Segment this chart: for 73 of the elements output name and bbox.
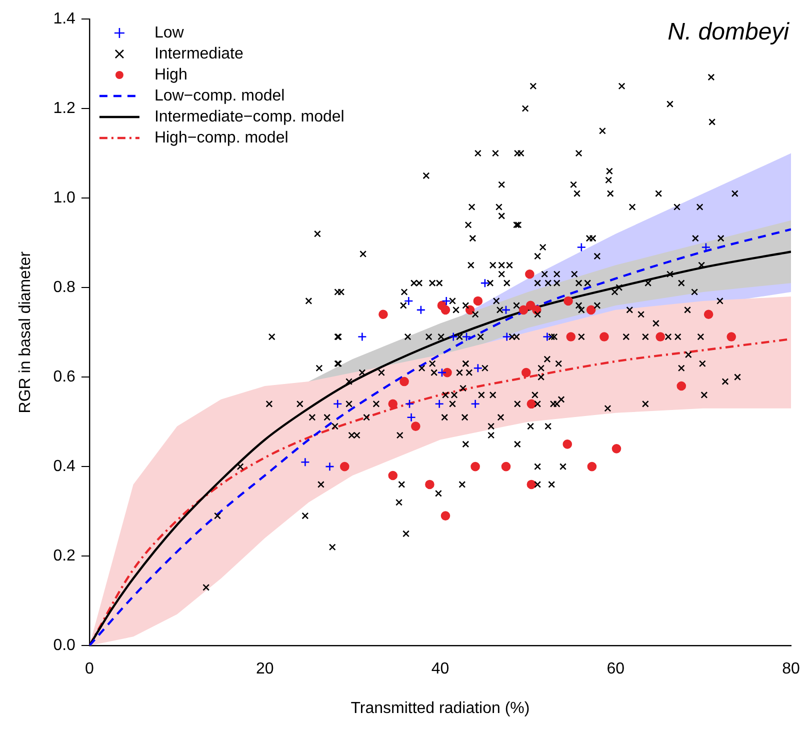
- point: [480, 278, 490, 288]
- y-axis-title: RGR in basal diameter: [17, 250, 34, 414]
- point: [404, 399, 414, 409]
- y-tick-label: 1.0: [53, 189, 76, 206]
- point: [542, 332, 552, 342]
- legend-label: High−comp. model: [154, 129, 288, 146]
- point: [676, 381, 686, 391]
- point: [612, 444, 622, 454]
- y-tick-label: 0.8: [53, 278, 76, 296]
- point: [378, 310, 388, 320]
- point: [526, 399, 536, 409]
- point: [425, 480, 434, 490]
- point: [440, 305, 450, 315]
- point: [600, 332, 609, 342]
- chart-title: N. dombeyi: [668, 18, 790, 46]
- point: [358, 332, 367, 342]
- legend-label: Low−comp. model: [154, 87, 285, 104]
- point: [576, 242, 586, 252]
- point: [388, 399, 398, 409]
- point: [656, 332, 665, 342]
- point: [473, 363, 483, 373]
- point: [501, 462, 511, 472]
- point: [448, 332, 458, 342]
- point: [442, 368, 452, 378]
- x-tick-label: 20: [256, 660, 274, 678]
- point: [437, 368, 447, 378]
- point: [526, 480, 536, 490]
- point: [726, 332, 736, 342]
- point: [502, 332, 512, 342]
- point: [440, 511, 450, 520]
- x-axis-title: Transmitted radiation (%): [350, 700, 530, 717]
- legend-label: Low: [154, 24, 184, 42]
- point: [332, 399, 342, 409]
- point: [442, 296, 452, 306]
- point: [704, 310, 714, 320]
- y-tick-label: 0.0: [53, 637, 76, 654]
- point: [525, 269, 534, 279]
- point: [406, 412, 416, 422]
- legend-label: Intermediate: [154, 45, 244, 62]
- point: [470, 399, 480, 409]
- point: [470, 462, 480, 472]
- point: [526, 300, 536, 310]
- point: [473, 296, 483, 306]
- point: [434, 399, 444, 409]
- point: [562, 440, 572, 449]
- point: [587, 462, 597, 472]
- point: [404, 296, 414, 306]
- point: [325, 462, 334, 472]
- y-tick-label: 0.6: [53, 368, 76, 386]
- point: [586, 305, 596, 315]
- point: [566, 332, 576, 342]
- point: [564, 296, 573, 306]
- y-tick-label: 0.2: [53, 547, 76, 564]
- legend-label: High: [154, 66, 188, 84]
- x-tick-label: 40: [431, 660, 450, 678]
- legend-label: Intermediate−comp. model: [154, 108, 344, 126]
- y-tick-label: 1.4: [53, 10, 76, 28]
- point: [388, 470, 398, 480]
- point: [522, 368, 531, 378]
- point: [518, 305, 528, 315]
- point: [462, 332, 472, 342]
- point: [465, 305, 475, 315]
- point: [300, 457, 310, 467]
- point: [411, 422, 420, 431]
- point: [400, 376, 409, 386]
- point: [340, 462, 350, 472]
- point: [416, 305, 426, 315]
- x-tick-label: 0: [84, 660, 94, 678]
- x-tick-label: 80: [782, 660, 800, 678]
- y-tick-label: 1.2: [53, 100, 76, 117]
- point: [501, 305, 511, 315]
- x-tick-label: 60: [606, 660, 625, 678]
- y-tick-label: 0.4: [53, 458, 76, 475]
